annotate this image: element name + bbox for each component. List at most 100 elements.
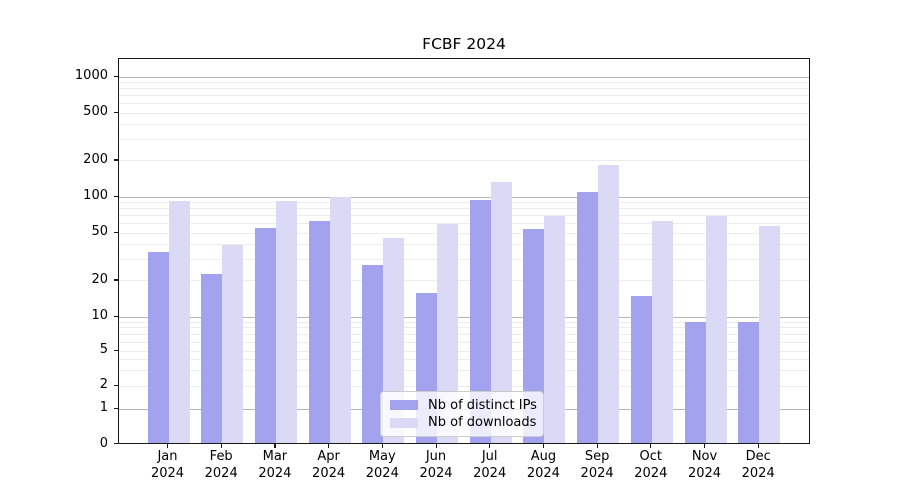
y-tick-mark	[114, 231, 118, 233]
y-tick-mark	[114, 443, 118, 445]
x-tick-label-jun: Jun 2024	[419, 449, 453, 481]
y-tick-mark	[114, 279, 118, 281]
x-tick-label-feb: Feb 2024	[204, 449, 238, 481]
minor-gridline	[119, 280, 809, 282]
bar-distinct-ips-mar	[254, 228, 276, 443]
minor-gridline	[119, 232, 809, 234]
legend-label-downloads: Nb of downloads	[428, 415, 537, 431]
x-tick-label-jan: Jan 2024	[150, 449, 185, 481]
bar-downloads-mar	[275, 200, 297, 443]
y-tick-mark	[114, 195, 118, 197]
x-tick-label-aug: Aug 2024	[526, 449, 560, 481]
x-tick-mark	[596, 444, 598, 448]
minor-gridline	[119, 327, 809, 329]
y-tick-label: 1000	[74, 68, 108, 83]
bar-distinct-ips-sep	[577, 192, 599, 443]
legend: Nb of distinct IPs Nb of downloads	[380, 391, 544, 437]
y-tick-mark	[114, 315, 118, 317]
x-tick-mark	[220, 444, 222, 448]
y-tick-label: 5	[99, 342, 108, 357]
x-tick-mark	[757, 444, 759, 448]
bar-downloads-apr	[329, 197, 351, 443]
minor-gridline	[119, 385, 809, 387]
minor-gridline	[119, 160, 809, 162]
x-tick-label-sep: Sep 2024	[580, 449, 614, 481]
minor-gridline	[119, 370, 809, 371]
y-tick-label: 1	[99, 400, 108, 415]
y-tick-mark	[114, 111, 118, 113]
minor-gridline	[119, 321, 809, 323]
y-tick-label: 2	[99, 377, 108, 392]
y-tick-mark	[114, 349, 118, 351]
legend-label-distinct-ips: Nb of distinct IPs	[428, 397, 537, 413]
bar-distinct-ips-apr	[308, 221, 330, 443]
minor-gridline	[119, 112, 809, 114]
bar-downloads-nov	[705, 216, 727, 443]
x-tick-mark	[274, 444, 276, 448]
bar-distinct-ips-aug	[523, 229, 545, 443]
y-tick-label: 500	[83, 104, 108, 120]
minor-gridline	[119, 124, 809, 126]
x-tick-mark	[704, 444, 706, 448]
bar-downloads-jan	[168, 200, 190, 443]
y-tick-mark	[114, 384, 118, 386]
x-tick-mark	[542, 444, 545, 448]
x-tick-label-jul: Jul 2024	[473, 449, 507, 481]
bar-distinct-ips-feb	[201, 273, 223, 443]
legend-swatch-downloads	[390, 417, 418, 428]
minor-gridline	[119, 215, 809, 217]
bar-downloads-aug	[544, 215, 566, 443]
x-tick-mark	[381, 444, 383, 448]
x-tick-label-dec: Dec 2024	[741, 449, 775, 481]
bar-distinct-ips-nov	[684, 322, 706, 443]
y-tick-label: 10	[91, 308, 108, 323]
chart-title: FCBF 2024	[422, 35, 506, 53]
bar-distinct-ips-jan	[147, 251, 169, 443]
minor-gridline	[119, 341, 809, 343]
x-tick-mark	[167, 444, 169, 448]
bar-downloads-oct	[651, 221, 673, 443]
bar-distinct-ips-oct	[630, 295, 652, 443]
minor-gridline	[119, 139, 809, 141]
minor-gridline	[119, 82, 809, 83]
major-gridline	[119, 76, 809, 78]
minor-gridline	[119, 334, 809, 335]
legend-swatch-distinct-ips	[390, 400, 418, 411]
y-tick-mark	[114, 407, 118, 409]
x-tick-mark	[435, 444, 437, 448]
y-tick-mark	[114, 159, 118, 161]
bar-distinct-ips-dec	[738, 322, 760, 443]
minor-gridline	[119, 244, 809, 246]
y-tick-label: 20	[91, 271, 108, 287]
x-tick-mark	[489, 444, 491, 448]
x-tick-label-oct: Oct 2024	[634, 449, 668, 481]
bar-distinct-ips-may	[362, 265, 384, 443]
minor-gridline	[119, 359, 809, 360]
legend-item-downloads: Nb of downloads	[390, 415, 537, 431]
y-tick-mark	[114, 75, 118, 77]
bar-downloads-sep	[598, 164, 620, 443]
y-tick-label: 100	[83, 188, 108, 203]
minor-gridline	[119, 223, 809, 225]
legend-item-distinct-ips: Nb of distinct IPs	[390, 397, 537, 413]
bar-downloads-dec	[759, 226, 781, 443]
bar-distinct-ips-jul	[469, 199, 491, 443]
bar-downloads-feb	[222, 244, 244, 443]
minor-gridline	[119, 259, 809, 261]
minor-gridline	[119, 95, 809, 97]
bar-downloads-jul	[490, 182, 512, 443]
x-tick-label-mar: Mar 2024	[258, 449, 292, 481]
bar-downloads-jun	[437, 223, 458, 443]
major-gridline	[119, 196, 809, 198]
minor-gridline	[119, 88, 809, 90]
x-tick-mark	[328, 444, 330, 448]
y-tick-label: 50	[91, 224, 108, 240]
minor-gridline	[119, 202, 809, 203]
plot-area	[118, 58, 810, 444]
y-tick-label: 0	[99, 435, 108, 451]
x-tick-label-apr: Apr 2024	[312, 449, 346, 481]
minor-gridline	[119, 350, 809, 352]
y-tick-label: 200	[83, 151, 108, 167]
major-gridline	[119, 316, 809, 318]
